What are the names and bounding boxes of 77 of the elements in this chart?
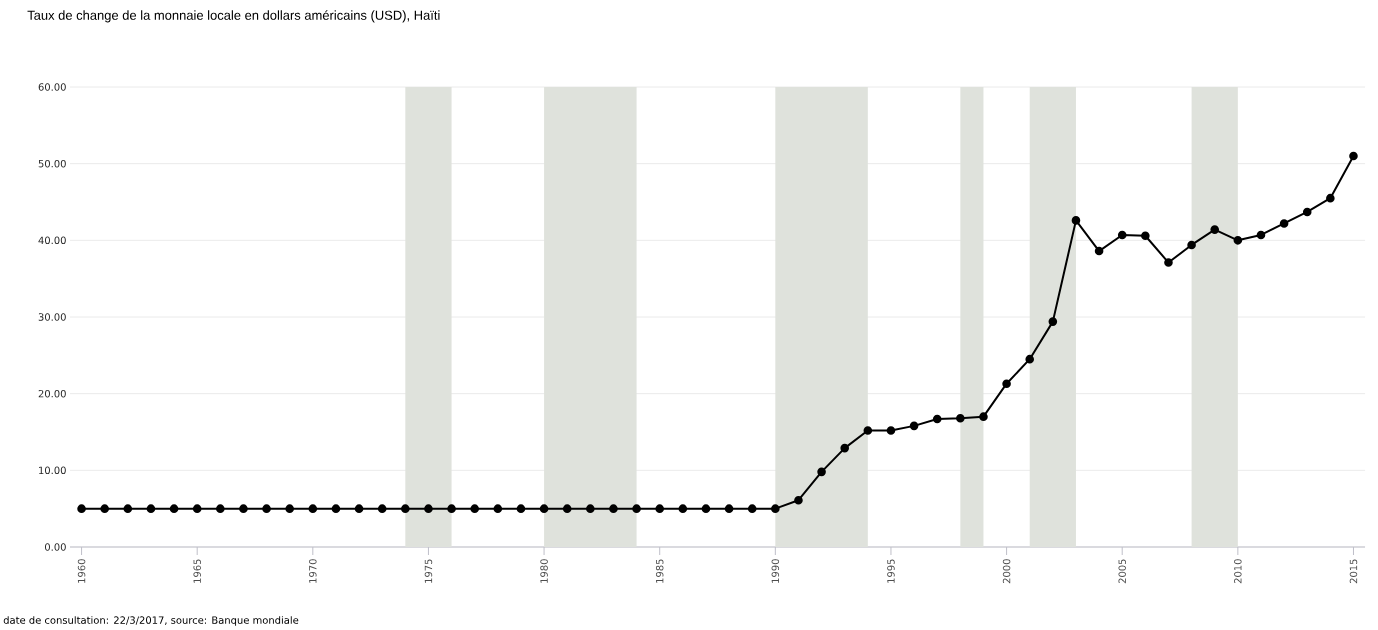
y-tick-label: 20.00 [38,389,66,398]
point [863,426,873,435]
point [956,413,965,423]
point [1071,216,1081,225]
point [979,412,988,421]
point [1164,258,1173,267]
point [308,504,318,513]
point [1141,231,1150,241]
point [401,504,410,513]
x-tick-label: 1980 [540,559,548,583]
point [586,504,595,513]
point [886,426,896,435]
point [1002,379,1011,388]
point [747,504,757,513]
point [354,504,364,513]
y-tick-label: 40.00 [38,236,66,245]
point [377,504,387,513]
point [285,504,294,513]
point [1349,151,1358,161]
point [1025,354,1035,364]
point [1094,246,1104,256]
x-tick-label: 1975 [424,559,433,583]
y-tick-label: 0.00 [44,543,66,551]
y-tick-label: 50.00 [38,159,66,168]
x-tick-label: 1990 [771,559,780,583]
y-tick-label: 60.00 [38,83,66,91]
point [771,504,780,513]
point [470,504,479,513]
point [1117,230,1127,240]
point [932,414,942,424]
point [1187,240,1196,250]
x-tick-label: 2005 [1118,559,1126,584]
point [192,504,202,513]
point [123,504,133,513]
point [655,504,664,513]
x-tick-label: 1965 [193,559,201,583]
point [1279,219,1289,228]
point [216,504,225,513]
point [100,504,109,513]
point [794,495,803,505]
x-tick-label: 1960 [77,559,86,583]
point [1326,193,1335,203]
point [239,504,248,513]
point [1302,207,1312,217]
point [909,421,919,431]
point [724,504,734,513]
x-tick-label: 2015 [1349,559,1358,584]
point [331,504,341,513]
point [1233,236,1243,245]
point [539,504,549,513]
point [516,504,526,513]
point [1048,317,1058,326]
x-tick-label: 2000 [1002,559,1011,584]
x-tick-label: 1995 [887,559,895,583]
point [701,504,711,513]
x-tick-label: 1985 [655,559,664,583]
point [493,504,503,513]
point [169,504,179,513]
point [562,504,572,513]
point [678,504,688,513]
point [77,504,86,513]
point [609,504,618,513]
point [1256,230,1266,240]
x-tick-label: 2010 [1234,559,1242,584]
x-tick-label: 1970 [309,559,317,583]
point [262,504,271,513]
text: date de consultation: 22/3/2017, source: Banque mondiale [3,616,299,626]
point [632,504,641,513]
point [424,504,433,513]
point [840,443,850,453]
chart-title: Taux de change de la monnaie locale en dollars américains (USD), Haïti [27,10,440,23]
point [146,504,156,513]
y-tick-label: 30.00 [38,313,66,321]
point [817,467,826,477]
point [1210,225,1220,234]
y-tick-label: 10.00 [39,466,66,475]
point [447,504,456,513]
